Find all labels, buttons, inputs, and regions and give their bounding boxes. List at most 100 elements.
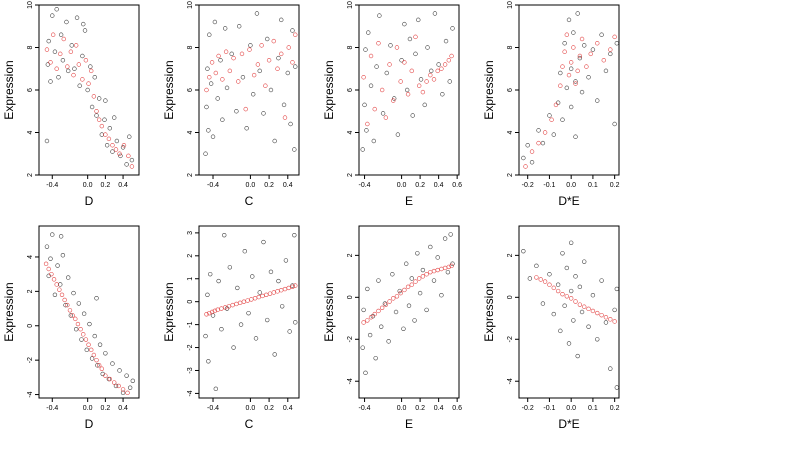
data-point-black [227,265,233,270]
x-tick-label: -0.1 [543,405,555,412]
data-point-black [586,324,591,329]
data-point-red [73,316,78,322]
data-point-red [271,290,276,295]
data-point-black [81,311,87,316]
data-point-black [69,43,74,48]
data-point-black [614,385,620,390]
data-point-black [87,321,92,327]
data-point-red [264,292,269,297]
data-point-black [224,85,230,91]
data-point-black [418,77,424,82]
data-point-red [54,66,59,71]
data-point-black [551,311,556,317]
data-point-black [112,115,117,120]
data-point-black [248,43,253,48]
y-tick-label: 10 [187,1,194,9]
data-point-black [127,385,133,390]
x-tick-label: 0.4 [118,182,128,189]
y-tick-label: 0 [27,324,34,328]
data-point-black [439,293,444,298]
data-point-black [257,290,262,295]
data-point-black [422,102,427,108]
y-tick-label: 4 [27,255,34,259]
data-point-red [379,305,385,311]
data-point-black [608,51,613,57]
data-point-red [361,75,366,80]
y-tick-label: -2 [507,336,514,342]
data-point-black [118,153,123,159]
data-point-red [44,47,50,52]
data-point-black [417,290,423,296]
data-point-red [542,130,548,135]
y-tick-label: 6 [27,88,34,92]
data-point-red [398,290,403,296]
data-point-black [63,302,68,308]
data-point-black [442,236,448,241]
data-point-black [568,288,574,294]
data-point-red [107,376,112,382]
data-point-black [416,17,421,23]
x-tick-label: 0.6 [452,405,462,412]
data-point-black [577,55,583,61]
data-point-red [439,266,444,272]
data-point-black [428,244,433,250]
x-tick-label: 0.2 [264,182,274,189]
data-point-black [521,248,526,254]
y-tick-label: -4 [507,378,514,384]
data-point-red [568,296,574,301]
data-point-red [413,34,418,40]
data-point-black [365,286,370,292]
data-point-red [424,272,429,277]
data-point-red [420,89,426,95]
data-point-red [263,83,268,88]
data-point-red [571,45,576,50]
data-point-red [449,53,454,59]
data-point-red [575,68,580,74]
y-axis-label: Expression [2,60,16,119]
data-point-red [117,151,122,156]
data-point-red [449,263,454,269]
data-point-red [230,302,235,308]
data-point-red [58,51,63,57]
data-point-red [601,58,606,63]
data-point-black [103,351,108,356]
data-point-red [551,285,556,291]
data-point-black [521,155,526,161]
data-point-black [265,317,270,323]
data-point-red [523,164,528,169]
data-point-black [534,263,539,269]
data-point-black [215,96,220,101]
data-point-black [404,261,409,266]
data-point-red [534,275,539,280]
data-point-black [268,87,274,93]
data-point-black [94,113,99,118]
y-tick-label: -3 [187,367,194,373]
data-point-red [595,310,600,316]
data-point-black [371,138,377,144]
y-tick-label: -2 [187,344,194,350]
data-point-red [51,277,57,282]
x-tick-label: -0.4 [46,182,58,189]
data-point-black [555,282,561,287]
data-point-red [121,143,127,148]
data-point-black [551,132,556,137]
data-point-black [407,36,413,42]
data-point-red [94,109,99,114]
data-point-black [265,36,270,42]
data-point-black [445,269,451,275]
panel-top-1: -0.4 0.0 0.2 0.4 2 4 6 8 10 D Expression [2,1,140,208]
data-point-black [415,251,420,256]
data-point-black [384,70,389,76]
data-point-red [99,366,105,371]
data-point-red [116,383,121,389]
data-point-black [203,333,208,339]
data-point-red [595,41,600,46]
x-axis-label: C [245,194,254,208]
data-point-black [379,324,384,329]
data-point-red [588,51,593,57]
data-point-black [599,32,604,37]
data-point-black [54,7,59,12]
plot-frame [518,225,620,399]
data-point-red [96,363,102,368]
data-point-black [290,283,295,288]
